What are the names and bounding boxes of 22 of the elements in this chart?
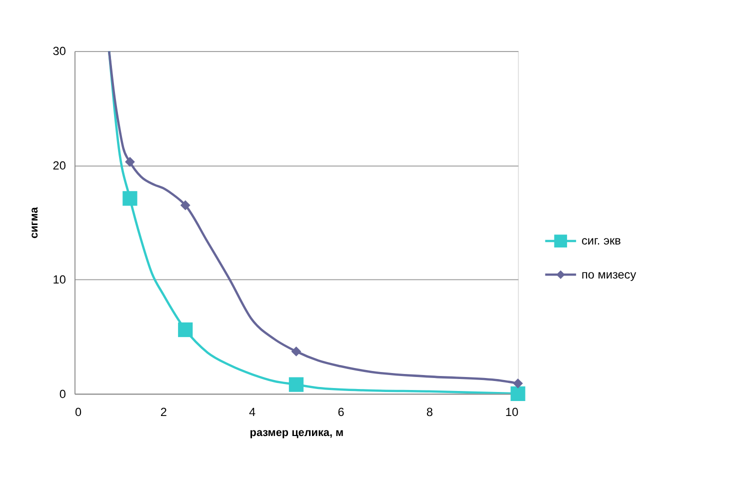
point (122, 191, 138, 206)
point (288, 377, 304, 392)
y-tick-label: 20 (52, 158, 66, 172)
point (178, 322, 193, 338)
x-tick-label: 0 (74, 404, 82, 419)
point (124, 156, 135, 167)
y-tick-label: 0 (59, 386, 66, 401)
x-tick-label: 4 (249, 404, 256, 419)
y-axis-title: сигма (28, 206, 40, 238)
y-tick-label: 10 (52, 272, 66, 287)
point (512, 378, 523, 388)
point (180, 200, 190, 210)
x-tick-label: 10 (505, 404, 519, 419)
x-tick-label: 6 (338, 404, 345, 419)
x-axis-title: размер целика, м (250, 426, 344, 439)
legend-label: по мизесу (582, 267, 636, 282)
x-tick-label: 2 (160, 404, 167, 419)
point (510, 386, 526, 402)
x-tick-label: 8 (426, 404, 434, 419)
y-tick-label: 30 (52, 44, 66, 58)
point (291, 346, 302, 356)
legend-label: сиг. экв (582, 234, 621, 248)
